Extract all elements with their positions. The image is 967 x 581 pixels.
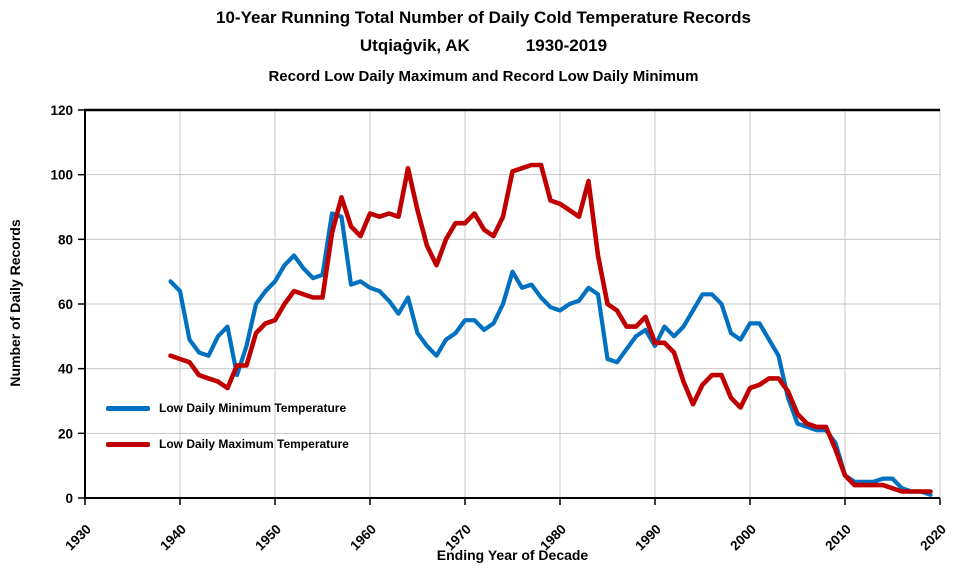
title-line2: Utqiaġvik, AK 1930-2019 [0, 36, 967, 56]
x-axis-title: Ending Year of Decade [436, 547, 589, 563]
legend-label-maximum: Low Daily Maximum Temperature [159, 437, 349, 451]
page-title: 10-Year Running Total Number of Daily Co… [216, 8, 751, 27]
y-tick-label: 80 [58, 232, 73, 247]
chart-subtitle: Record Low Daily Maximum and Record Low … [268, 68, 699, 85]
legend-item-minimum: Low Daily Minimum Temperature [106, 401, 349, 415]
title-period: 1930-2019 [525, 36, 608, 55]
y-tick-label: 60 [58, 297, 73, 312]
y-tick-label: 120 [50, 103, 73, 118]
y-tick-label: 100 [50, 168, 73, 183]
red-line-swatch [106, 441, 150, 447]
title-location: Utqiaġvik, AK [359, 36, 470, 55]
y-tick-label: 40 [58, 362, 73, 377]
y-tick-label: 20 [58, 426, 73, 441]
y-tick-label: 0 [65, 491, 73, 506]
legend-label-minimum: Low Daily Minimum Temperature [159, 401, 347, 415]
legend-item-maximum: Low Daily Maximum Temperature [106, 437, 349, 451]
blue-line-swatch [106, 405, 150, 411]
series-line-low-daily-maximum [168, 162, 933, 494]
chart-legend: Low Daily Minimum Temperature Low Daily … [106, 401, 349, 451]
series-line-low-daily-minimum [168, 211, 933, 497]
